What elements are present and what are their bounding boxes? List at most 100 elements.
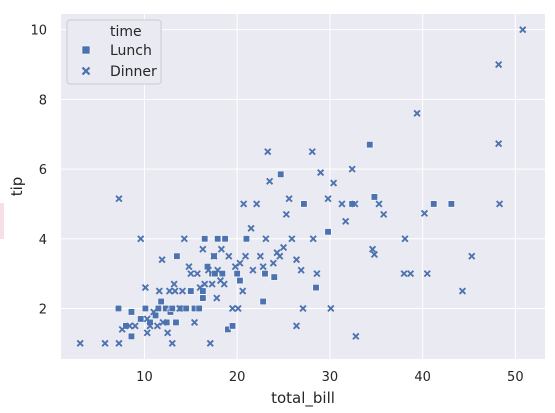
dinner-point bbox=[206, 339, 214, 347]
dinner-point bbox=[155, 287, 163, 295]
lunch-point bbox=[127, 332, 136, 340]
lunch-point bbox=[199, 294, 207, 302]
legend-dinner-label: Dinner bbox=[110, 64, 157, 80]
dinner-point bbox=[330, 179, 338, 187]
dinner-point bbox=[313, 270, 321, 278]
dinner-point bbox=[170, 280, 178, 288]
y-tick-label: 6 bbox=[39, 163, 47, 178]
legend-dinner-marker bbox=[81, 66, 91, 76]
dinner-point bbox=[208, 280, 216, 288]
dinner-point bbox=[247, 224, 255, 232]
lunch-point bbox=[173, 252, 181, 260]
dinner-point bbox=[262, 235, 270, 243]
legend-lunch-marker bbox=[81, 45, 91, 55]
legend-title: time bbox=[110, 24, 142, 40]
x-tick-label: 20 bbox=[229, 370, 246, 385]
dinner-point bbox=[269, 259, 277, 267]
dinner-point bbox=[495, 60, 503, 69]
dinner-point bbox=[368, 245, 377, 253]
lunch-point bbox=[233, 270, 241, 278]
dinner-point bbox=[240, 200, 248, 208]
dinner-point bbox=[264, 148, 272, 156]
dinner-point bbox=[282, 210, 290, 218]
dinner-point bbox=[213, 294, 221, 302]
dinner-point bbox=[131, 322, 139, 330]
dinner-point bbox=[115, 195, 123, 203]
lunch-point bbox=[187, 287, 195, 295]
dinner-point bbox=[253, 200, 261, 208]
dinner-point bbox=[234, 304, 242, 313]
dinner-point bbox=[228, 304, 237, 313]
dinner-point bbox=[406, 270, 415, 278]
dinner-point bbox=[193, 270, 201, 278]
y-axis-label: tip bbox=[8, 177, 26, 197]
y-tick-label: 8 bbox=[39, 93, 47, 108]
dinner-point bbox=[352, 332, 360, 340]
lunch-point bbox=[366, 141, 374, 149]
dinner-point bbox=[178, 287, 187, 295]
dinner-point bbox=[380, 210, 388, 218]
dinner-point bbox=[423, 270, 431, 278]
dinner-point bbox=[126, 322, 134, 330]
dinner-point bbox=[201, 280, 209, 288]
lunch-point bbox=[430, 200, 438, 208]
lunch-point bbox=[370, 193, 378, 201]
lunch-point bbox=[114, 304, 123, 313]
dinner-point bbox=[342, 217, 350, 225]
lunch-point bbox=[157, 297, 165, 306]
lunch-point bbox=[312, 284, 320, 292]
edge-accent bbox=[0, 203, 4, 239]
dinner-point bbox=[225, 252, 233, 260]
dinner-point bbox=[165, 287, 174, 295]
dinner-point bbox=[176, 304, 184, 313]
lunch-point bbox=[137, 315, 145, 323]
dinner-point bbox=[279, 243, 288, 252]
legend: time Lunch Dinner bbox=[66, 19, 162, 85]
dinner-point bbox=[190, 318, 199, 326]
lunch-point bbox=[228, 322, 237, 330]
dinner-point bbox=[292, 322, 301, 330]
lunch-point bbox=[152, 311, 160, 319]
dinner-point bbox=[458, 287, 467, 295]
dinner-point bbox=[519, 26, 527, 34]
dinner-point bbox=[158, 256, 166, 264]
dinner-point bbox=[375, 200, 383, 208]
dinner-point bbox=[150, 308, 158, 316]
x-tick-label: 50 bbox=[507, 370, 524, 385]
dinner-point bbox=[308, 148, 316, 156]
dinner-point bbox=[217, 245, 225, 253]
lunch-point bbox=[242, 235, 250, 243]
dinner-point bbox=[239, 287, 247, 295]
lunch-point bbox=[214, 235, 222, 243]
dinner-point bbox=[236, 259, 244, 267]
dinner-point bbox=[249, 266, 257, 274]
dinner-point bbox=[468, 252, 476, 260]
dinner-point bbox=[351, 200, 359, 208]
dinner-point bbox=[413, 109, 421, 117]
lunch-point bbox=[127, 308, 136, 316]
y-tick-label: 4 bbox=[39, 233, 47, 248]
lunch-point bbox=[141, 304, 149, 313]
dinner-point bbox=[204, 266, 212, 274]
lunch-point bbox=[168, 304, 176, 313]
dinner-point bbox=[220, 280, 228, 288]
dinner-point bbox=[266, 177, 274, 185]
dinner-point bbox=[146, 322, 154, 330]
x-tick-label: 40 bbox=[414, 370, 431, 385]
dinner-point bbox=[199, 245, 207, 253]
dinner-point bbox=[168, 339, 176, 347]
dinner-point bbox=[292, 256, 301, 264]
lunch-point bbox=[221, 235, 229, 243]
dinner-point bbox=[185, 263, 193, 271]
dinner-point bbox=[159, 318, 167, 326]
lunch-point bbox=[447, 200, 455, 208]
dinner-point bbox=[171, 287, 179, 295]
lunch-point bbox=[154, 304, 162, 313]
dinner-point bbox=[297, 266, 305, 274]
lunch-point bbox=[324, 228, 332, 236]
dinner-point bbox=[115, 339, 123, 347]
dinner-point bbox=[400, 270, 408, 278]
dinner-point bbox=[299, 304, 307, 313]
